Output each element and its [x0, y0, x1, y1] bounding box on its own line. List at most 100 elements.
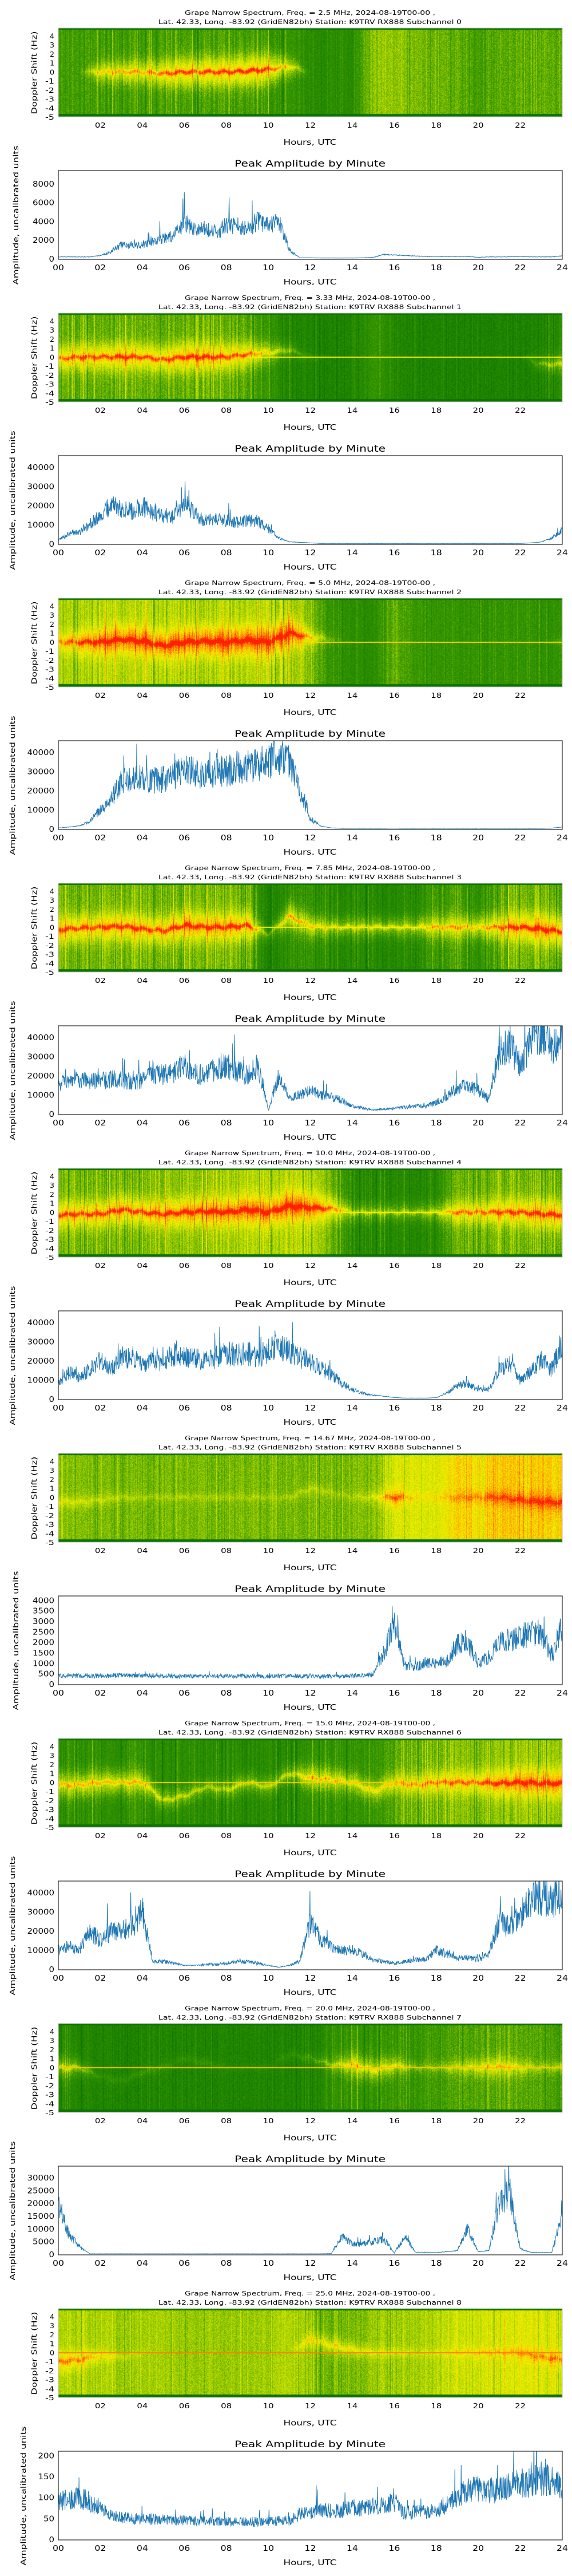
spectrogram-title-line1: Grape Narrow Spectrum, Freq. = 14.67 MHz… — [185, 1435, 435, 1442]
spectrogram-ytick-label: -3 — [45, 96, 54, 104]
spectrogram-ytick-label: -3 — [45, 2376, 54, 2384]
spectrogram-title-line1: Grape Narrow Spectrum, Freq. = 3.33 MHz,… — [185, 294, 435, 302]
amplitude-frame — [58, 740, 563, 830]
amplitude-xtick-label: 14 — [347, 1404, 358, 1413]
amplitude-ytick-label: 40000 — [27, 749, 55, 757]
amplitude-xtick-label: 00 — [53, 549, 64, 558]
spectrogram-ytick-label: 4 — [50, 2028, 54, 2036]
spectrogram-xlabel: Hours, UTC — [284, 2419, 337, 2428]
amplitude-xtick-label: 08 — [221, 834, 232, 843]
spectrogram-ytick-label: 2 — [50, 1761, 54, 1769]
spectrogram-xtick-label: 22 — [515, 2117, 526, 2125]
spectrogram-xtick-label: 02 — [95, 121, 106, 129]
amplitude-xtick-label: 00 — [53, 1689, 64, 1698]
amplitude-xtick-label: 02 — [94, 834, 106, 843]
spectrogram-xtick-label: 10 — [263, 2402, 274, 2410]
amplitude-ytick-label: 20000 — [27, 502, 55, 511]
spectrogram-title-line2: Lat. 42.33, Long. -83.92 (GridEN82bh) St… — [158, 1444, 462, 1451]
amplitude-xtick-label: 12 — [305, 1404, 316, 1413]
spectrogram-ytick-label: -3 — [45, 666, 54, 674]
amplitude-xtick-label: 04 — [137, 1689, 148, 1698]
spectrogram-ytick-label: 4 — [50, 1172, 54, 1180]
spectrogram-ytick-label: 3 — [50, 41, 54, 49]
amplitude-ytick-label: 30000 — [27, 483, 55, 492]
spectrogram-heatmap — [58, 313, 562, 402]
spectrogram-ylabel: Doppler Shift (Hz) — [30, 1457, 38, 1540]
spectrogram-xtick-label: 14 — [347, 1262, 357, 1270]
spectrogram-ytick-label: -3 — [45, 1806, 54, 1814]
amplitude-xtick-label: 20 — [472, 1119, 484, 1128]
spectrogram-ytick-label: 2 — [50, 2046, 54, 2054]
panel-overlay: Grape Narrow Spectrum, Freq. = 7.85 MHz,… — [9, 864, 568, 1140]
spectrogram-ytick-label: 1 — [50, 2340, 54, 2348]
spectrogram-title-line2: Lat. 42.33, Long. -83.92 (GridEN82bh) St… — [158, 2299, 462, 2306]
amplitude-xtick-label: 16 — [388, 1404, 400, 1413]
spectrogram-xlabel: Hours, UTC — [284, 2134, 337, 2143]
spectrogram-ytick-label: 3 — [50, 2322, 54, 2330]
spectrogram-xtick-label: 08 — [221, 1832, 232, 1840]
spectrogram-xtick-label: 08 — [221, 2402, 232, 2410]
spectrogram-xtick-label: 04 — [137, 977, 148, 985]
spectrogram-xtick-label: 10 — [263, 406, 274, 414]
spectrogram-xtick-label: 18 — [431, 977, 442, 985]
amplitude-xtick-label: 10 — [263, 2545, 274, 2553]
amplitude-frame — [58, 170, 563, 260]
amplitude-xtick-label: 24 — [557, 1689, 568, 1698]
amplitude-ytick-label: 0 — [49, 1396, 55, 1404]
amplitude-xtick-label: 08 — [221, 1404, 232, 1413]
amplitude-xtick-label: 12 — [305, 549, 316, 558]
amplitude-xtick-label: 16 — [388, 2545, 400, 2553]
spectrogram-xtick-label: 20 — [473, 1262, 484, 1270]
spectrogram-xtick-label: 14 — [347, 2402, 357, 2410]
spectrogram-xtick-label: 06 — [179, 406, 190, 414]
spectrogram-ytick-label: -4 — [45, 1530, 54, 1538]
spectrogram-xtick-label: 14 — [347, 406, 357, 414]
spectrogram-ytick-label: -1 — [45, 1788, 54, 1796]
amplitude-title: Peak Amplitude by Minute — [235, 728, 386, 739]
amplitude-xtick-label: 04 — [137, 834, 148, 843]
amplitude-xtick-label: 18 — [431, 549, 442, 558]
amplitude-xtick-label: 20 — [472, 2545, 484, 2553]
spectrogram-xtick-label: 06 — [179, 2117, 190, 2125]
spectrogram-xtick-label: 04 — [137, 121, 148, 129]
amplitude-ytick-label: 20000 — [27, 787, 55, 796]
spectrogram-xtick-label: 18 — [431, 121, 442, 129]
spectrogram-ytick-label: -2 — [45, 2367, 54, 2375]
spectrogram-xtick-label: 02 — [95, 1262, 106, 1270]
spectrogram-xtick-label: 02 — [95, 1547, 106, 1555]
amplitude-ytick-label: 30000 — [27, 768, 55, 777]
spectrogram-ytick-label: -2 — [45, 1227, 54, 1235]
amplitude-xtick-label: 20 — [472, 1974, 484, 1983]
spectrogram-ytick-label: 4 — [50, 32, 54, 40]
amplitude-xtick-label: 10 — [263, 1689, 274, 1698]
spectrogram-xtick-label: 02 — [95, 2402, 106, 2410]
amplitude-ytick-label: 10000 — [27, 807, 55, 815]
spectrogram-xtick-label: 02 — [95, 2117, 106, 2125]
spectrogram-ytick-label: -5 — [45, 2394, 54, 2402]
amplitude-xtick-label: 18 — [431, 1689, 442, 1698]
spectrogram-ytick-label: 4 — [50, 317, 54, 325]
spectrogram-title-line1: Grape Narrow Spectrum, Freq. = 15.0 MHz,… — [185, 1720, 435, 1727]
spectrogram-ytick-label: 1 — [50, 2055, 54, 2063]
amplitude-xtick-label: 16 — [388, 834, 400, 843]
amplitude-ylabel: Amplitude, uncalibrated units — [9, 2142, 17, 2281]
spectrogram-title-line2: Lat. 42.33, Long. -83.92 (GridEN82bh) St… — [158, 1729, 462, 1736]
spectrogram-xtick-label: 20 — [473, 406, 484, 414]
amplitude-xtick-label: 22 — [515, 1404, 526, 1413]
amplitude-ylabel: Amplitude, uncalibrated units — [9, 1001, 17, 1140]
amplitude-xtick-label: 06 — [178, 264, 190, 272]
amplitude-ytick-label: 0 — [49, 2251, 55, 2259]
amplitude-xtick-label: 10 — [263, 1404, 274, 1413]
amplitude-frame — [58, 1880, 563, 1970]
amplitude-frame — [58, 1595, 563, 1685]
amplitude-xtick-label: 10 — [263, 2259, 274, 2268]
amplitude-xtick-label: 14 — [347, 549, 358, 558]
amplitude-xtick-label: 18 — [431, 2545, 442, 2553]
amplitude-xtick-label: 10 — [263, 264, 274, 272]
spectrogram-xtick-label: 22 — [515, 1547, 526, 1555]
amplitude-ylabel: Amplitude, uncalibrated units — [9, 1286, 17, 1425]
spectrogram-ytick-label: 2 — [50, 1476, 54, 1484]
spectrogram-ytick-label: -5 — [45, 1824, 54, 1832]
spectrogram-ytick-label: 4 — [50, 1457, 54, 1465]
spectrogram-frame — [58, 2023, 563, 2113]
